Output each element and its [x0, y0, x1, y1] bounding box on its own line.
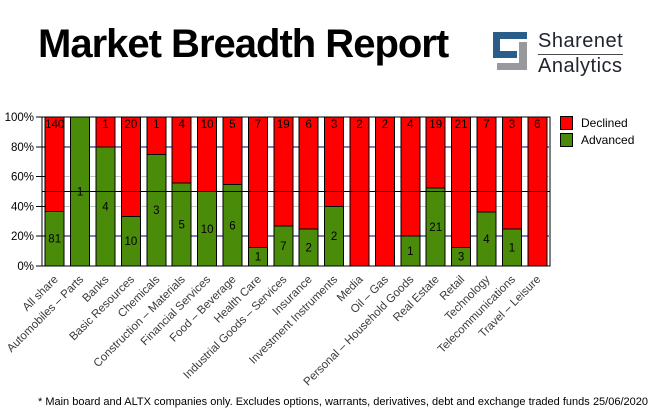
declined-count-label: 2	[382, 119, 388, 131]
legend-item-declined: Declined	[560, 115, 634, 130]
advanced-count-label: 2	[305, 242, 311, 254]
advanced-count-label: 21	[429, 222, 442, 234]
legend-advanced-label: Advanced	[581, 132, 635, 147]
y-tick-label: 20%	[11, 231, 34, 243]
declined-count-label: 10	[201, 119, 214, 131]
logo-blue-shape	[493, 32, 527, 58]
y-tick-label: 40%	[11, 201, 34, 213]
advanced-count-label: 3	[458, 252, 464, 264]
bar-declined-segment	[501, 116, 522, 230]
bar-declined-segment	[298, 116, 319, 230]
declined-count-label: 19	[277, 119, 290, 131]
y-tick-label: 60%	[11, 172, 34, 184]
footnote: * Main board and ALTX companies only. Ex…	[38, 396, 590, 408]
advanced-count-label: 1	[77, 187, 83, 199]
footer: * Main board and ALTX companies only. Ex…	[38, 396, 648, 408]
advanced-count-label: 10	[201, 224, 214, 236]
bar-declined-segment	[44, 116, 65, 212]
declined-count-label: 1	[102, 119, 108, 131]
declined-count-label: 140	[45, 119, 64, 131]
declined-count-label: 3	[509, 119, 515, 131]
declined-count-label: 1	[153, 119, 159, 131]
chart-svg: 0% 20% 40% 60% 80% 100% 140 81 1 1 4 20 10 1 3 4 5 10 10 5 6…	[5, 112, 551, 388]
declined-count-label: 4	[407, 119, 414, 131]
logo-text: Sharenet Analytics	[538, 30, 624, 77]
plot-border	[41, 116, 551, 267]
logo-divider	[538, 54, 624, 55]
sharenet-logo: Sharenet Analytics	[487, 30, 624, 77]
page-title: Market Breadth Report	[38, 22, 449, 66]
advanced-count-label: 4	[102, 201, 109, 213]
declined-count-label: 7	[255, 119, 261, 131]
bar-declined-segment	[476, 116, 497, 213]
bar-declined-segment	[247, 116, 268, 248]
declined-count-label: 6	[305, 119, 311, 131]
bar-declined-segment	[273, 116, 294, 227]
sharenet-logo-icon	[493, 32, 527, 70]
advanced-count-label: 10	[125, 236, 138, 248]
y-tick-label: 0%	[17, 261, 34, 273]
chart: 0% 20% 40% 60% 80% 100% 140 81 1 1 4 20 10 1 3 4 5 10 10 5 6…	[0, 105, 655, 405]
declined-count-label: 19	[429, 119, 442, 131]
chart-legend: Declined Advanced	[560, 115, 635, 150]
bar-declined-segment	[400, 116, 421, 237]
declined-count-label: 6	[534, 119, 540, 131]
advanced-count-label: 1	[407, 246, 413, 258]
report-date: 25/06/2020	[592, 396, 648, 408]
advanced-count-label: 7	[280, 241, 286, 253]
declined-count-label: 4	[178, 119, 185, 131]
advanced-count-label: 6	[229, 220, 235, 232]
advanced-count-label: 4	[483, 234, 490, 246]
advanced-count-label: 1	[509, 242, 515, 254]
declined-count-label: 21	[455, 119, 468, 131]
y-tick-label: 80%	[11, 142, 34, 154]
declined-swatch-icon	[560, 115, 573, 130]
advanced-count-label: 3	[153, 205, 159, 217]
advanced-count-label: 1	[255, 252, 261, 264]
legend-declined-label: Declined	[581, 115, 628, 130]
declined-count-label: 3	[331, 119, 337, 131]
logo-sub-brand: Analytics	[538, 55, 623, 77]
declined-count-label: 7	[483, 119, 489, 131]
advanced-swatch-icon	[560, 132, 573, 147]
advanced-count-label: 5	[178, 220, 184, 232]
logo-brand: Sharenet	[538, 30, 624, 52]
y-tick-label: 100%	[5, 112, 34, 124]
declined-count-label: 2	[356, 119, 362, 131]
bar-declined-segment	[120, 116, 141, 217]
declined-count-label: 20	[125, 119, 138, 131]
legend-item-advanced: Advanced	[560, 132, 635, 147]
declined-count-label: 5	[229, 119, 235, 131]
advanced-count-label: 81	[48, 234, 61, 246]
advanced-count-label: 2	[331, 231, 337, 243]
bar-declined-segment	[451, 116, 472, 248]
logo-gray-shape	[497, 42, 527, 70]
